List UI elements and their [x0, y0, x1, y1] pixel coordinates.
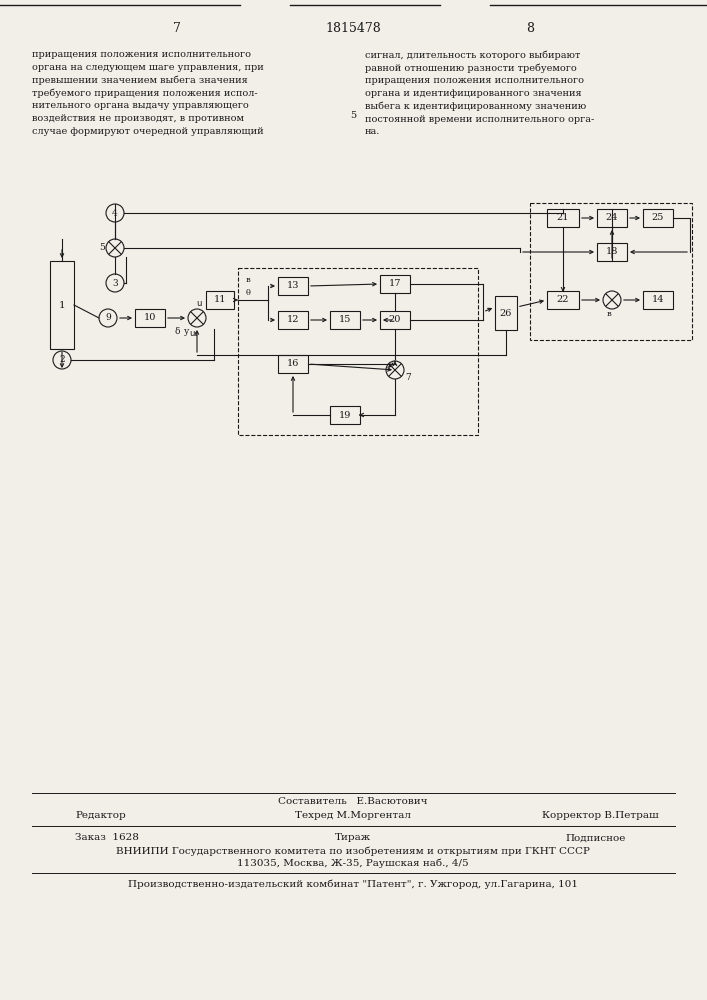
Text: 7: 7 — [405, 373, 411, 382]
Text: 25: 25 — [652, 214, 664, 223]
Text: 10: 10 — [144, 314, 156, 322]
Text: в: в — [607, 310, 612, 318]
Bar — [278, 277, 308, 295]
Text: 3: 3 — [112, 278, 118, 288]
Text: 4: 4 — [112, 209, 118, 218]
Text: Составитель   Е.Васютович: Составитель Е.Васютович — [279, 798, 428, 806]
Text: 13: 13 — [287, 282, 299, 290]
Bar — [206, 291, 234, 309]
Text: Редактор: Редактор — [75, 810, 126, 820]
Bar — [135, 309, 165, 327]
Text: 7: 7 — [173, 21, 181, 34]
Text: 16: 16 — [287, 360, 299, 368]
Text: ВНИИПИ Государственного комитета по изобретениям и открытиям при ГКНТ СССР: ВНИИПИ Государственного комитета по изоб… — [116, 846, 590, 856]
Bar — [547, 291, 579, 309]
Bar — [278, 311, 308, 329]
Bar — [238, 268, 478, 435]
Text: у: у — [185, 326, 189, 336]
Text: u: u — [197, 300, 201, 308]
Text: в: в — [245, 276, 250, 284]
Text: 22: 22 — [556, 296, 569, 304]
Text: u₁: u₁ — [189, 328, 199, 338]
Bar — [597, 243, 627, 261]
Bar — [495, 296, 517, 330]
Text: 20: 20 — [389, 316, 401, 324]
Text: Подписное: Подписное — [565, 834, 626, 842]
Bar — [643, 209, 673, 227]
Text: 17: 17 — [389, 279, 402, 288]
Text: 1815478: 1815478 — [325, 21, 381, 34]
Text: 11: 11 — [214, 296, 226, 304]
Bar — [330, 311, 360, 329]
Text: 14: 14 — [652, 296, 665, 304]
Text: приращения положения исполнительного
органа на следующем шаге управления, при
пр: приращения положения исполнительного орг… — [32, 50, 264, 135]
Bar — [278, 355, 308, 373]
Bar — [597, 209, 627, 227]
Text: 113035, Москва, Ж-35, Раушская наб., 4/5: 113035, Москва, Ж-35, Раушская наб., 4/5 — [237, 858, 469, 868]
Text: 12: 12 — [287, 316, 299, 324]
Text: 8: 8 — [526, 21, 534, 34]
Text: 26: 26 — [500, 308, 512, 318]
Bar — [380, 275, 410, 293]
Text: 5: 5 — [350, 110, 356, 119]
Text: 18: 18 — [606, 247, 618, 256]
Text: 5: 5 — [99, 243, 105, 252]
Text: Производственно-издательский комбинат "Патент", г. Ужгород, ул.Гагарина, 101: Производственно-издательский комбинат "П… — [128, 879, 578, 889]
Text: Заказ  1628: Заказ 1628 — [75, 834, 139, 842]
Text: 2: 2 — [59, 356, 65, 364]
Text: Тираж: Тираж — [335, 834, 371, 842]
Text: θ: θ — [245, 289, 250, 297]
Text: Корректор В.Петраш: Корректор В.Петраш — [542, 810, 658, 820]
Bar — [643, 291, 673, 309]
Text: сигнал, длительность которого выбирают
равной отношению разности требуемого
прир: сигнал, длительность которого выбирают р… — [365, 50, 595, 136]
Bar — [330, 406, 360, 424]
Text: δ: δ — [174, 326, 180, 336]
Bar — [380, 311, 410, 329]
Bar — [547, 209, 579, 227]
Text: 19: 19 — [339, 410, 351, 420]
Text: 15: 15 — [339, 316, 351, 324]
Bar — [530, 203, 692, 340]
Text: 24: 24 — [606, 214, 618, 223]
Text: 21: 21 — [556, 214, 569, 223]
Text: 1: 1 — [59, 300, 65, 310]
Text: Техред М.Моргентал: Техред М.Моргентал — [295, 810, 411, 820]
Bar — [50, 261, 74, 349]
Text: 9: 9 — [105, 314, 111, 322]
